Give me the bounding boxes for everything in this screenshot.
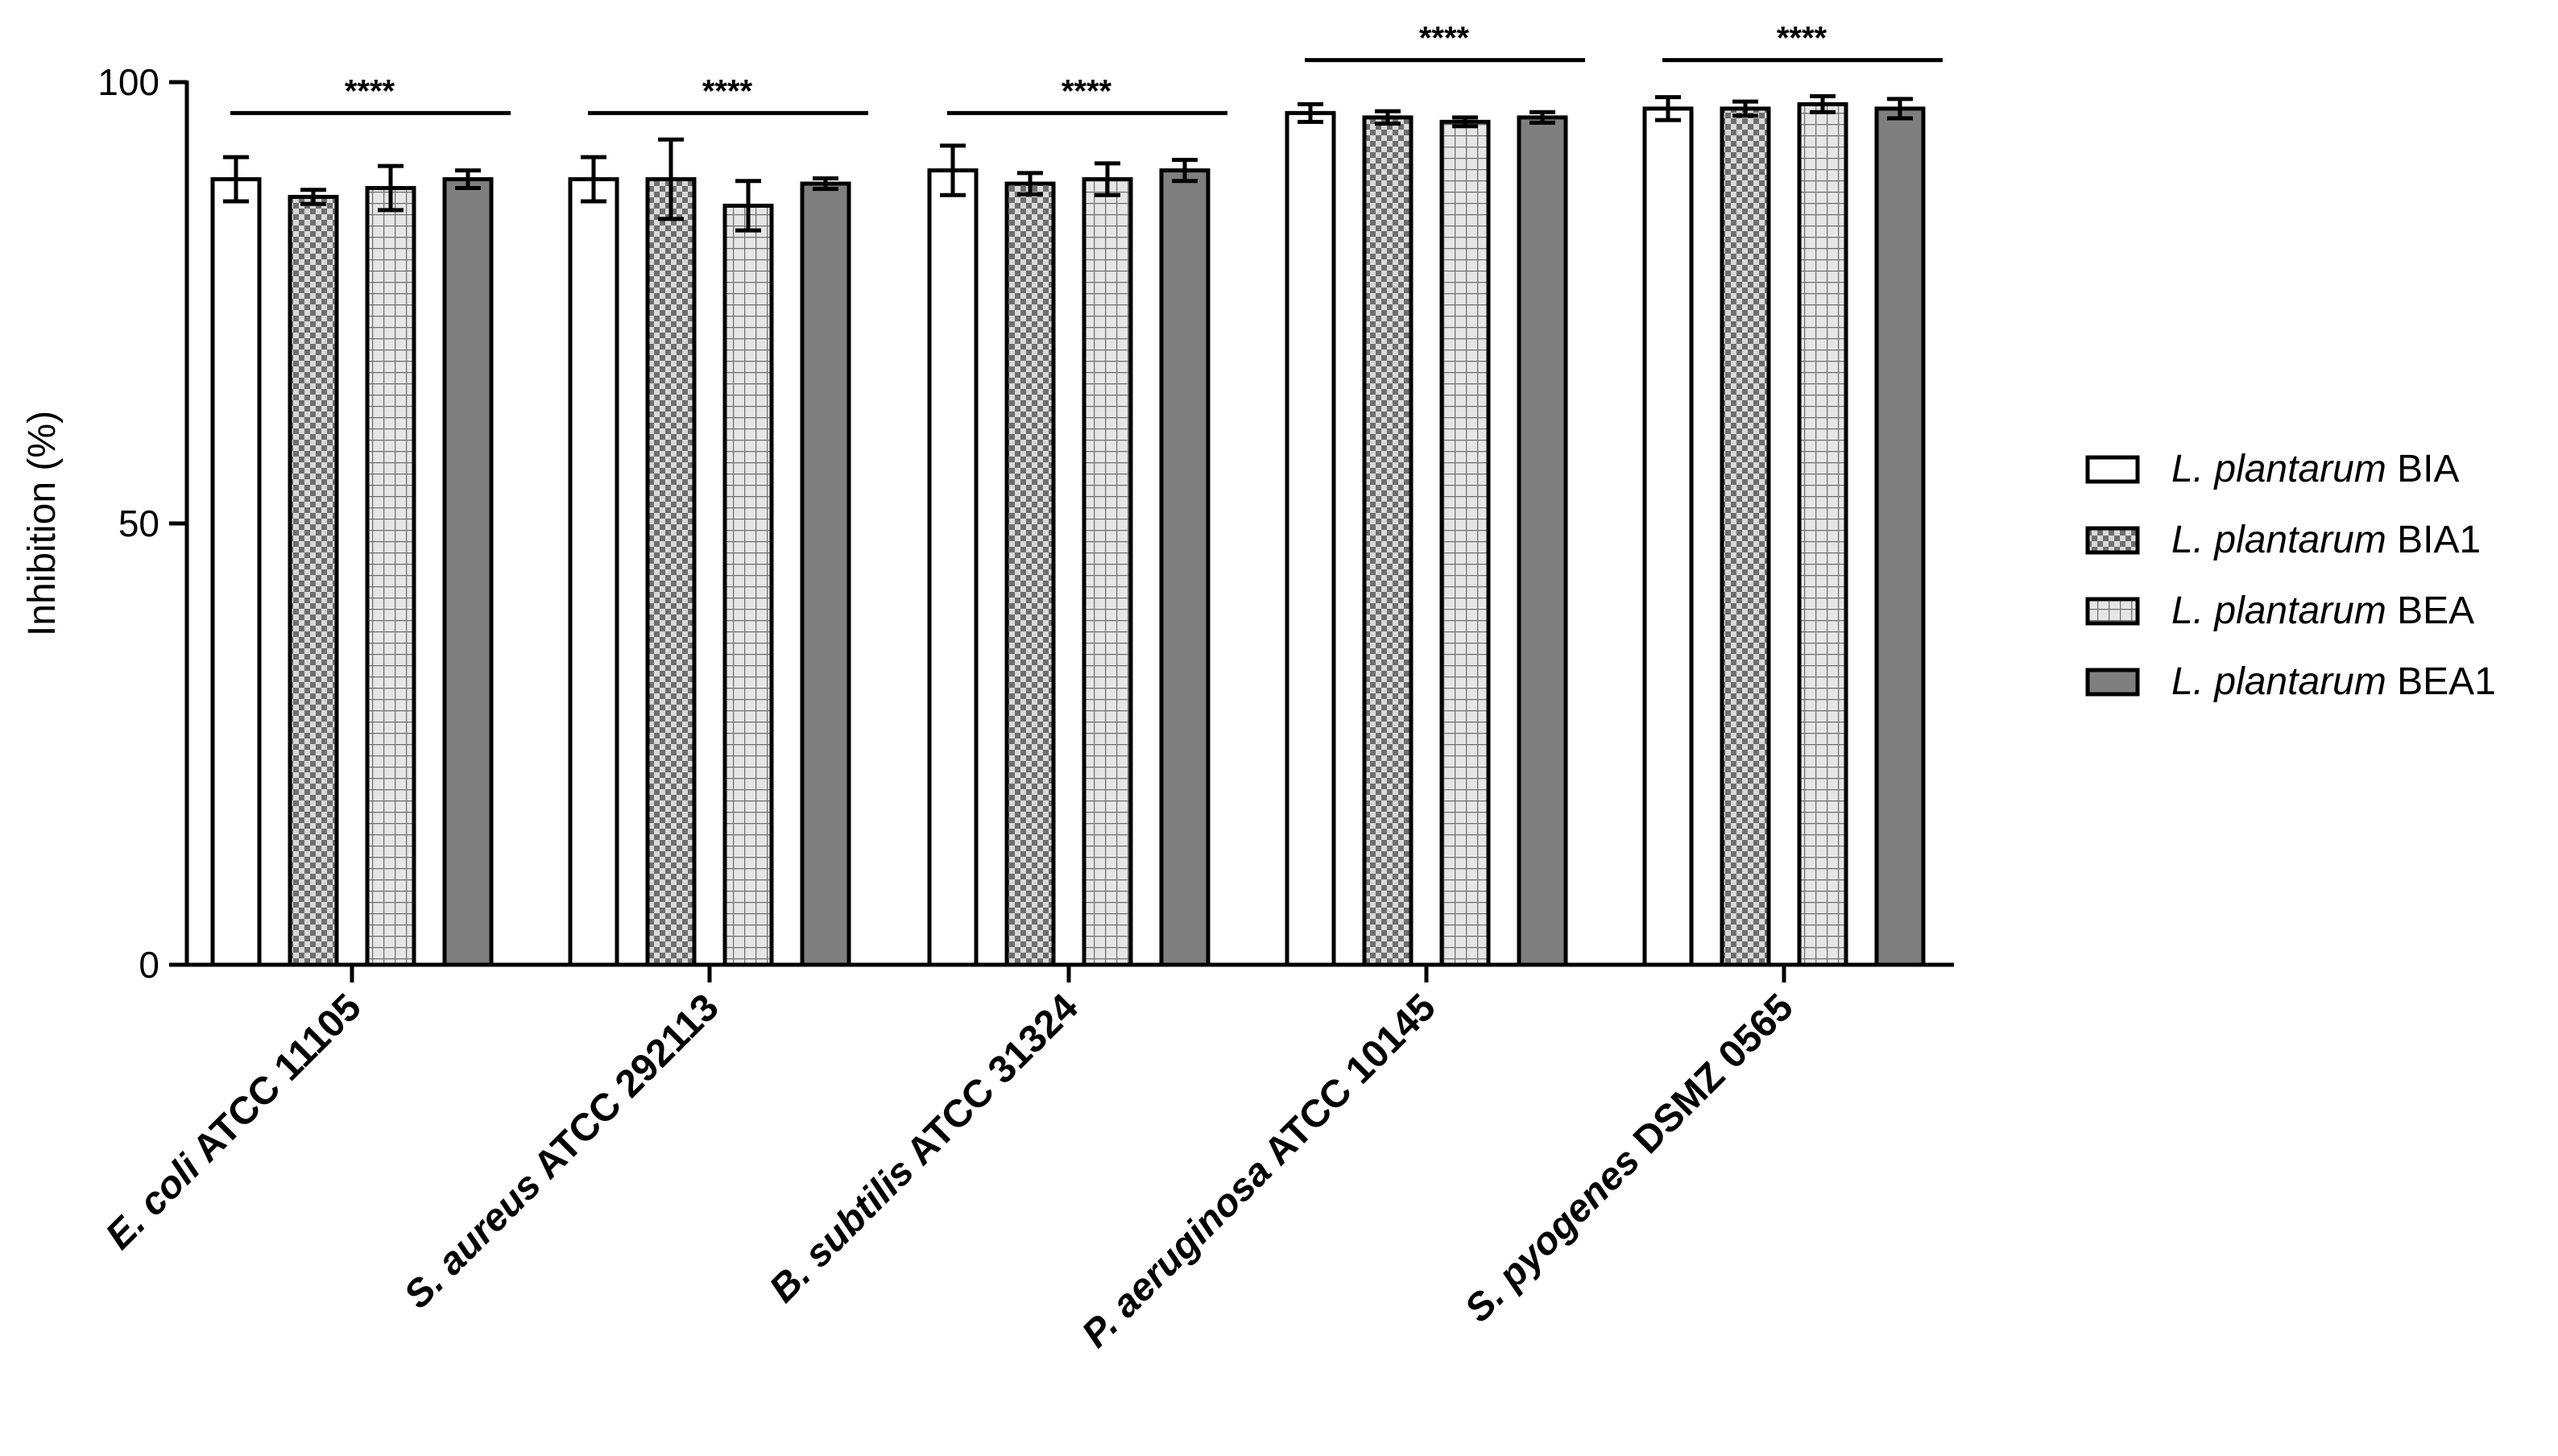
bar bbox=[1642, 106, 1694, 967]
significance-label: **** bbox=[345, 73, 395, 109]
x-tick-label: P. aeruginosa ATCC 10145 bbox=[1074, 986, 1443, 1355]
bars bbox=[210, 94, 1926, 967]
legend-label: L. plantarum BEA1 bbox=[2171, 660, 2496, 703]
legend-label: L. plantarum BEA bbox=[2171, 589, 2474, 632]
bar bbox=[210, 177, 262, 967]
legend: L. plantarum BIA L. plantarum BIA1 L. plan… bbox=[2085, 448, 2496, 703]
x-tick-label: B. subtilis ATCC 31324 bbox=[761, 986, 1087, 1311]
legend-swatch bbox=[2085, 455, 2140, 484]
x-tick-label: E. coli ATCC 11105 bbox=[97, 986, 369, 1257]
bar bbox=[365, 186, 416, 967]
x-tick-label: S. aureus ATCC 292113 bbox=[396, 986, 727, 1317]
significance-label: **** bbox=[1419, 21, 1470, 56]
bar bbox=[1159, 168, 1211, 967]
legend-label: L. plantarum BIA bbox=[2171, 448, 2460, 490]
bar bbox=[645, 177, 697, 967]
significance-label: **** bbox=[1062, 73, 1112, 109]
y-tick-label: 100 bbox=[97, 61, 159, 103]
bar bbox=[1517, 115, 1568, 967]
bar bbox=[1004, 181, 1056, 967]
legend-swatch bbox=[2085, 526, 2140, 555]
bar bbox=[927, 168, 979, 967]
legend-label: L. plantarum BIA1 bbox=[2171, 519, 2481, 561]
y-tick-label: 0 bbox=[139, 944, 159, 986]
bar bbox=[1720, 106, 1771, 967]
y-tick-label: 50 bbox=[118, 503, 159, 544]
bar bbox=[1439, 119, 1491, 967]
bar bbox=[1797, 101, 1848, 967]
significance-label: **** bbox=[1777, 21, 1827, 56]
bar bbox=[800, 181, 851, 967]
bar bbox=[442, 177, 494, 967]
legend-swatch bbox=[2085, 668, 2140, 697]
bar bbox=[1362, 115, 1414, 967]
bar bbox=[568, 177, 619, 967]
y-axis-label: Inhibition (%) bbox=[21, 411, 64, 636]
legend-swatch bbox=[2085, 597, 2140, 626]
bar bbox=[722, 203, 774, 967]
bar bbox=[288, 194, 339, 967]
bar bbox=[1082, 177, 1133, 967]
significance-label: **** bbox=[702, 73, 753, 109]
x-tick-label: S. pyogenes DSMZ 0565 bbox=[1457, 986, 1802, 1330]
bar bbox=[1874, 106, 1926, 967]
bar bbox=[1285, 110, 1336, 967]
